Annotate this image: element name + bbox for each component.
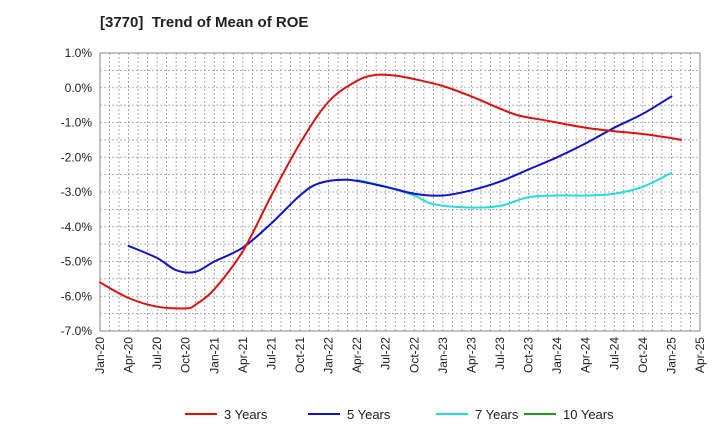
x-tick-label: Jul-21 — [264, 337, 278, 370]
y-tick-label: -3.0% — [61, 185, 93, 199]
x-tick-label: Jan-22 — [322, 337, 336, 374]
x-tick-label: Oct-21 — [293, 337, 307, 373]
chart-title: [3770] Trend of Mean of ROE — [100, 14, 309, 31]
y-tick-label: -2.0% — [61, 150, 93, 164]
y-axis-ticks: 1.0% 0.0% -1.0% -2.0% -3.0% -4.0% -5.0% -6.0% -7… — [61, 46, 93, 338]
y-tick-label: -1.0% — [61, 116, 93, 130]
series-line-5-years — [127, 95, 673, 274]
x-tick-label: Oct-24 — [636, 337, 650, 373]
y-tick-label: 1.0% — [65, 46, 93, 60]
y-tick-label: 0.0% — [65, 81, 93, 95]
legend-label-10-years: 10 Years — [563, 407, 614, 422]
x-tick-label: Jan-23 — [436, 337, 450, 374]
x-tick-label: Oct-20 — [179, 337, 193, 373]
series-line-7-years — [356, 171, 673, 209]
series-line-3-years — [99, 73, 682, 310]
y-tick-label: -4.0% — [61, 220, 93, 234]
x-tick-label: Apr-20 — [122, 337, 136, 373]
x-tick-label: Jan-24 — [550, 337, 564, 374]
y-tick-label: -5.0% — [61, 255, 93, 269]
x-tick-label: Jul-22 — [379, 337, 393, 370]
x-tick-label: Jul-23 — [493, 337, 507, 370]
legend: 3 Years 5 Years 7 Years 10 Years — [185, 407, 614, 422]
x-tick-label: Oct-23 — [522, 337, 536, 373]
plot-area-frame — [99, 52, 701, 332]
series-lines — [99, 73, 682, 310]
x-tick-label: Jul-24 — [607, 337, 621, 370]
x-tick-label: Apr-23 — [464, 337, 478, 373]
y-tick-label: -7.0% — [61, 324, 93, 338]
x-tick-label: Jan-21 — [207, 337, 221, 374]
x-tick-label: Jan-20 — [93, 337, 107, 374]
x-tick-label: Apr-24 — [579, 337, 593, 373]
y-tick-label: -6.0% — [61, 289, 93, 303]
x-tick-label: Jan-25 — [664, 337, 678, 374]
x-tick-label: Jul-20 — [150, 337, 164, 370]
x-tick-label: Apr-21 — [236, 337, 250, 373]
grid-lines — [100, 53, 700, 331]
legend-label-5-years: 5 Years — [347, 407, 391, 422]
legend-label-3-years: 3 Years — [224, 407, 268, 422]
x-tick-label: Oct-22 — [407, 337, 421, 373]
x-tick-label: Apr-25 — [693, 337, 707, 373]
x-tick-label: Apr-22 — [350, 337, 364, 373]
x-axis-ticks: Jan-20 Apr-20 Jul-20 Oct-20 Jan-21 Apr-21 Jul-… — [93, 337, 707, 374]
legend-label-7-years: 7 Years — [475, 407, 519, 422]
